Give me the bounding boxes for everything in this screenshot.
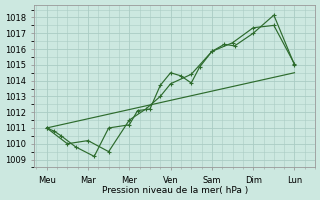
X-axis label: Pression niveau de la mer( hPa ): Pression niveau de la mer( hPa ) <box>102 186 248 195</box>
